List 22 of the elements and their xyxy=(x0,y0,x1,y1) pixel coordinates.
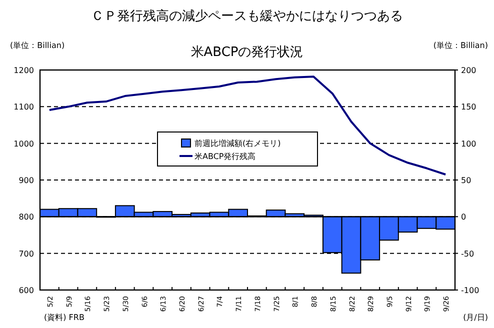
y2-tick-label: 100 xyxy=(461,139,476,148)
y2-axis-title: (単位：Billian) xyxy=(433,41,488,50)
legend-label: 前週比増減額(右メモリ) xyxy=(194,139,281,148)
y-tick-label: 800 xyxy=(18,212,34,222)
y-tick-label: 1100 xyxy=(14,102,34,112)
text: (資料) FRB xyxy=(44,313,84,322)
y2-tick-label: -50 xyxy=(461,249,474,258)
y-tick-label: 700 xyxy=(18,249,34,258)
y-axis-title: (単位：Billian) xyxy=(10,41,65,50)
y-tick-label: 1200 xyxy=(14,66,34,75)
chart-title: ＣＰ発行残高の減少ペースも緩やかにはなりつつある xyxy=(91,8,403,24)
chart-subtitle: 米ABCPの発行状況 xyxy=(190,45,304,60)
y-tick-label: 600 xyxy=(18,286,34,295)
text: (月/日) xyxy=(463,313,488,322)
y-tick-label: 900 xyxy=(18,176,34,185)
y2-tick-label: 0 xyxy=(461,212,466,222)
y2-tick-label: 50 xyxy=(461,176,472,185)
legend-label: 米ABCP発行残高 xyxy=(194,152,256,161)
y2-tick-label: 200 xyxy=(461,66,476,75)
y2-tick-label: 150 xyxy=(461,102,476,112)
y2-tick-label: -100 xyxy=(461,286,480,295)
y-tick-label: 1000 xyxy=(14,139,34,148)
